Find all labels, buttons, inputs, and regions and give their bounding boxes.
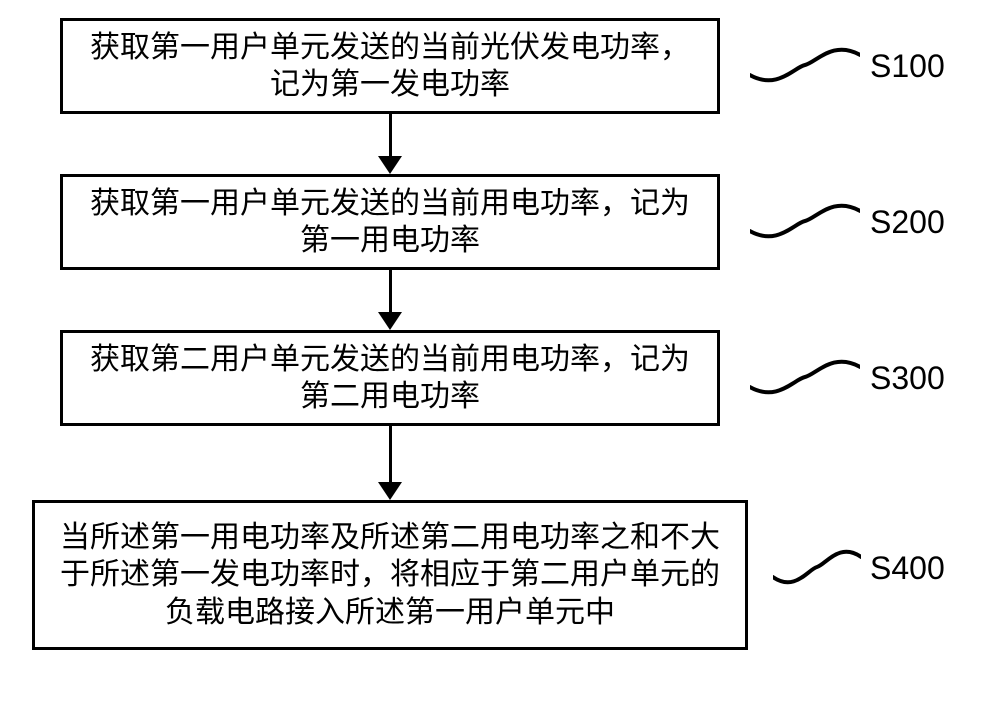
arrow-line [389,270,392,312]
arrow-head-icon [378,312,402,330]
step-label-s200: S200 [870,204,945,241]
flow-node-text: 获取第一用户单元发送的当前光伏发电功率，记为第一发电功率 [63,29,717,104]
flowchart-canvas: 获取第一用户单元发送的当前光伏发电功率，记为第一发电功率获取第一用户单元发送的当… [0,0,1000,710]
flow-node-s200: 获取第一用户单元发送的当前用电功率，记为第一用电功率 [60,174,720,270]
arrow-line [389,114,392,156]
connector-curve [773,544,861,590]
connector-curve [750,354,860,400]
flow-node-text: 获取第二用户单元发送的当前用电功率，记为第二用电功率 [63,341,717,416]
flow-node-text: 当所述第一用电功率及所述第二用电功率之和不大于所述第一发电功率时，将相应于第二用… [35,519,745,632]
arrow-line [389,426,392,482]
flow-node-s100: 获取第一用户单元发送的当前光伏发电功率，记为第一发电功率 [60,18,720,114]
step-label-s300: S300 [870,360,945,397]
step-label-s100: S100 [870,48,945,85]
connector-curve [750,42,860,88]
arrow-head-icon [378,156,402,174]
step-label-s400: S400 [870,550,945,587]
flow-node-s300: 获取第二用户单元发送的当前用电功率，记为第二用电功率 [60,330,720,426]
flow-node-text: 获取第一用户单元发送的当前用电功率，记为第一用电功率 [63,185,717,260]
arrow-head-icon [378,482,402,500]
flow-node-s400: 当所述第一用电功率及所述第二用电功率之和不大于所述第一发电功率时，将相应于第二用… [32,500,748,650]
connector-curve [750,198,860,244]
